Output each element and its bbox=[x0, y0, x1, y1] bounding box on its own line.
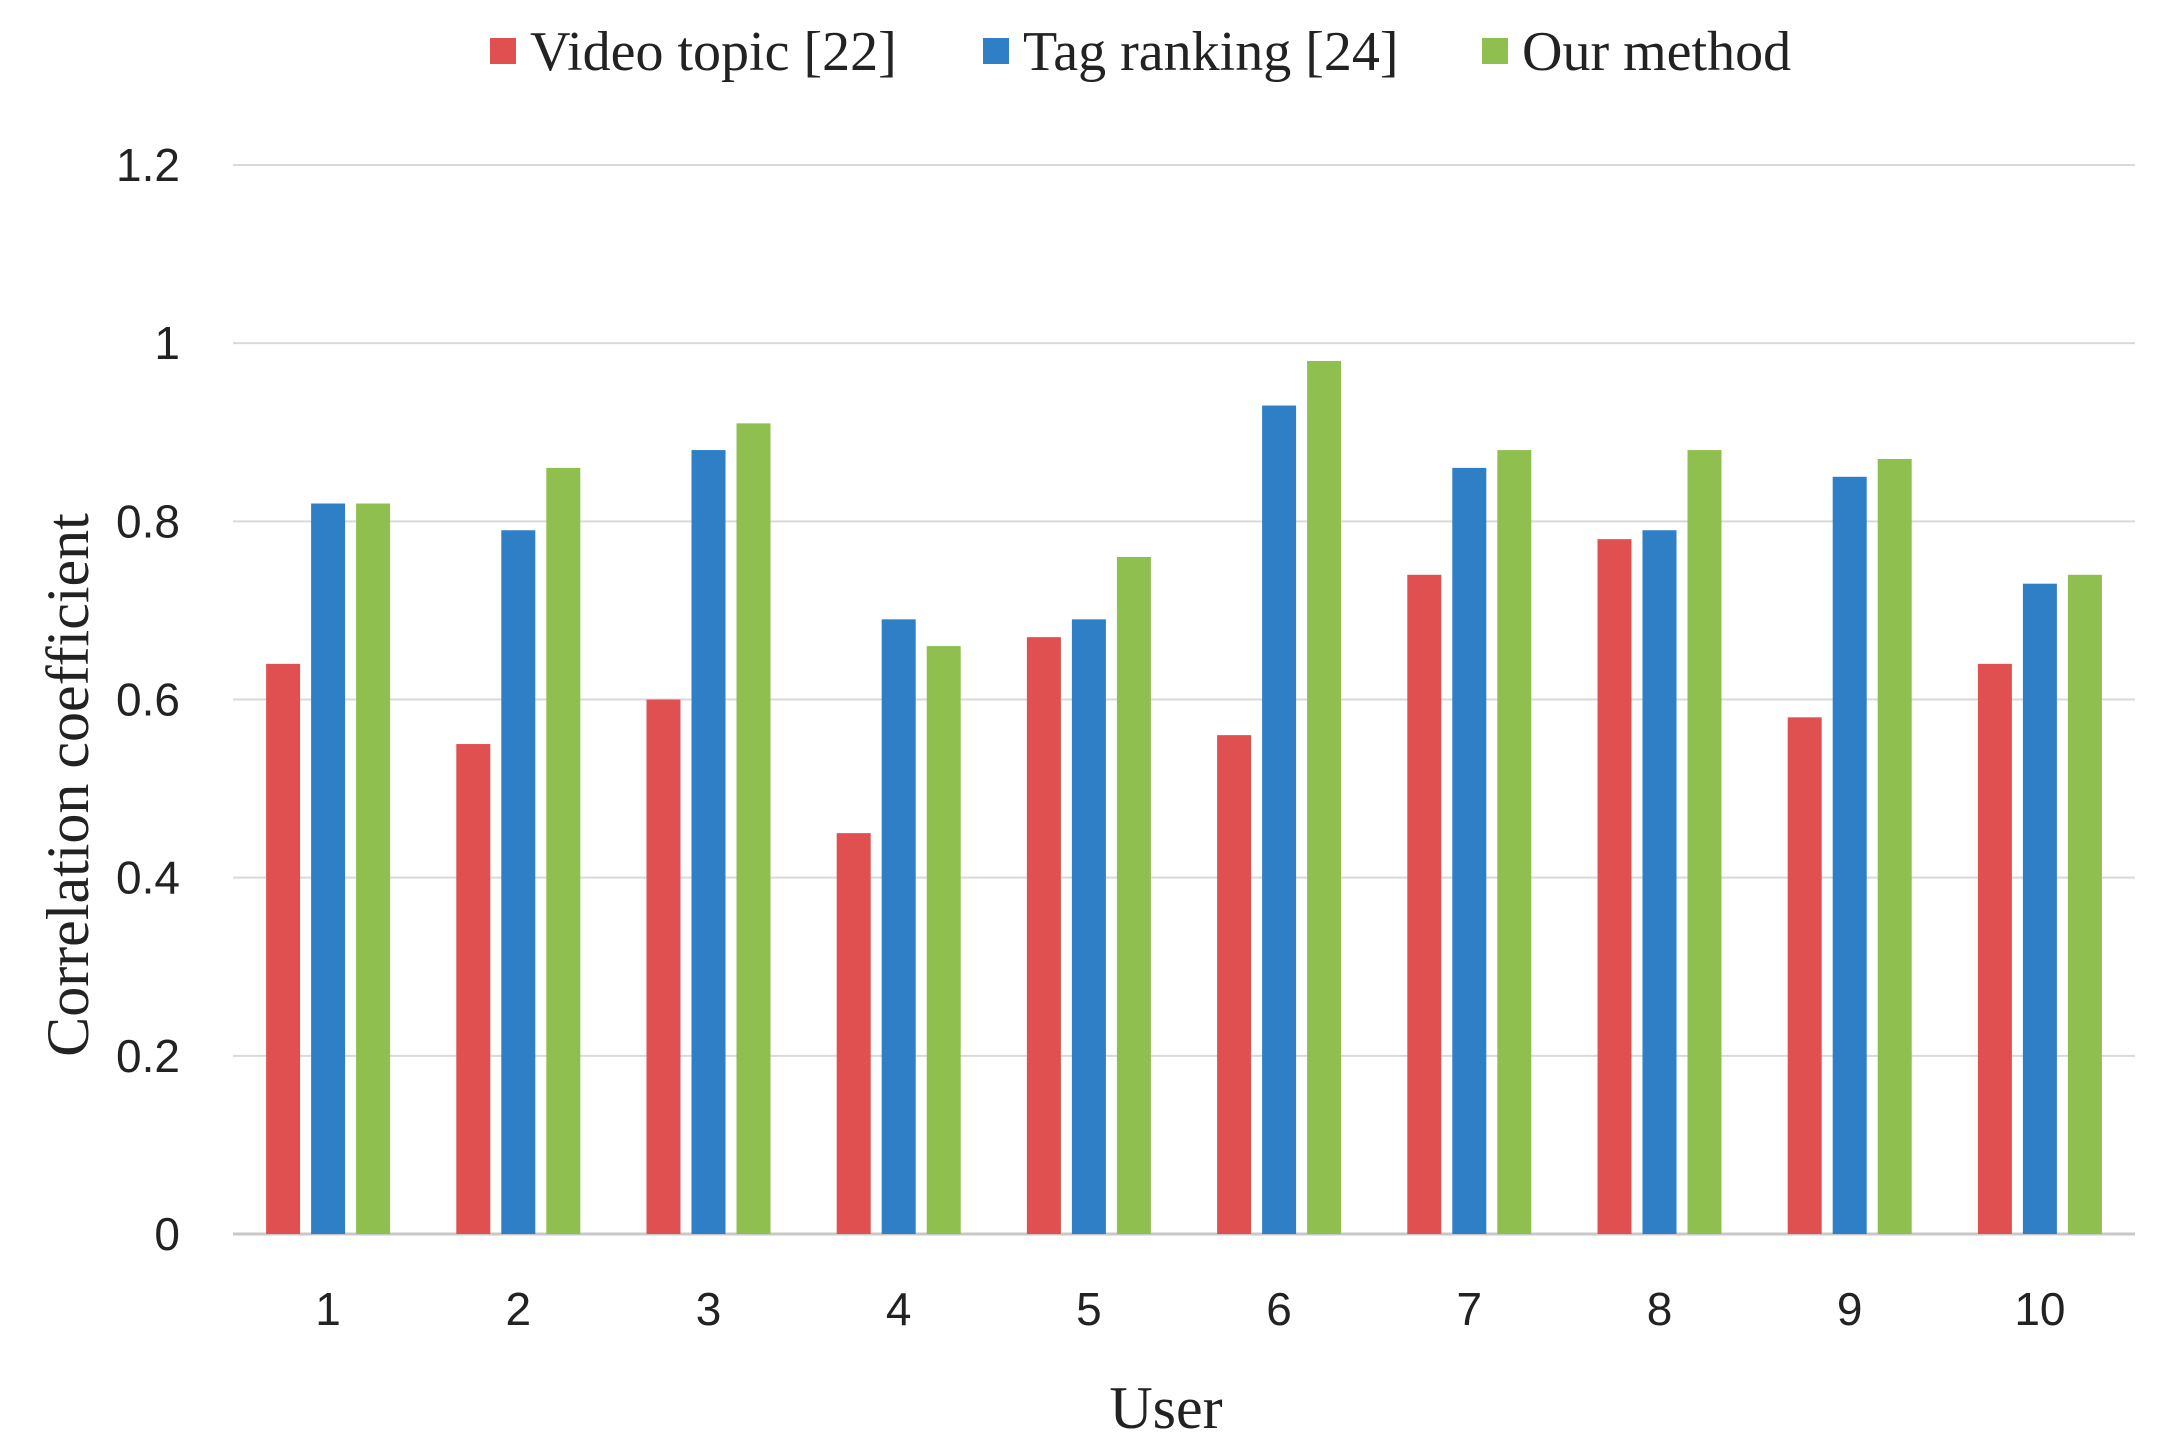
bar-tag-ranking-24-user-2 bbox=[501, 530, 536, 1234]
bar-our-method-user-4 bbox=[926, 646, 961, 1234]
bar-video-topic-22-user-4 bbox=[836, 833, 871, 1234]
bar-video-topic-22-user-6 bbox=[1217, 735, 1252, 1234]
y-axis-title: Correlation coefficient bbox=[35, 513, 101, 1057]
bar-our-method-user-5 bbox=[1116, 556, 1151, 1234]
legend-label-tag-ranking: Tag ranking [24] bbox=[1023, 21, 1399, 83]
legend-swatch-tag-ranking bbox=[983, 38, 1009, 64]
y-tick-label: 1.2 bbox=[116, 139, 180, 191]
bar-tag-ranking-24-user-4 bbox=[881, 619, 916, 1234]
bar-tag-ranking-24-user-10 bbox=[2022, 583, 2057, 1234]
legend-swatch-video-topic bbox=[490, 38, 516, 64]
bar-tag-ranking-24-user-3 bbox=[691, 450, 726, 1235]
bar-tag-ranking-24-user-7 bbox=[1452, 467, 1487, 1235]
x-axis-title: User bbox=[1109, 1375, 1222, 1441]
y-tick-labels: 0 0.2 0.4 0.6 0.8 1 1.2 bbox=[116, 139, 180, 1260]
y-tick-label: 0 bbox=[154, 1208, 180, 1260]
bar-video-topic-22-user-5 bbox=[1026, 637, 1061, 1234]
bar-tag-ranking-24-user-8 bbox=[1642, 530, 1677, 1234]
x-tick-label: 8 bbox=[1647, 1283, 1673, 1335]
bar-video-topic-22-user-10 bbox=[1977, 663, 2012, 1234]
bar-our-method-user-3 bbox=[736, 423, 771, 1234]
x-tick-label: 7 bbox=[1457, 1283, 1483, 1335]
bar-tag-ranking-24-user-6 bbox=[1262, 405, 1297, 1234]
x-tick-label: 1 bbox=[315, 1283, 341, 1335]
x-tick-label: 6 bbox=[1266, 1283, 1292, 1335]
legend: Video topic [22] Tag ranking [24] Our me… bbox=[490, 21, 1791, 83]
bar-video-topic-22-user-2 bbox=[456, 744, 491, 1234]
bars bbox=[266, 360, 2102, 1235]
bar-tag-ranking-24-user-1 bbox=[311, 503, 346, 1234]
bar-video-topic-22-user-9 bbox=[1787, 717, 1822, 1234]
x-tick-label: 4 bbox=[886, 1283, 912, 1335]
x-tick-label: 5 bbox=[1076, 1283, 1102, 1335]
y-tick-label: 0.2 bbox=[116, 1030, 180, 1082]
bar-tag-ranking-24-user-9 bbox=[1832, 476, 1867, 1235]
y-tick-label: 0.4 bbox=[116, 852, 180, 904]
bar-video-topic-22-user-8 bbox=[1597, 539, 1632, 1234]
bar-video-topic-22-user-3 bbox=[646, 699, 681, 1234]
bar-tag-ranking-24-user-5 bbox=[1071, 619, 1106, 1234]
x-tick-label: 10 bbox=[2014, 1283, 2065, 1335]
bar-our-method-user-2 bbox=[546, 467, 581, 1235]
bar-our-method-user-1 bbox=[356, 503, 391, 1234]
bar-our-method-user-7 bbox=[1497, 450, 1532, 1235]
legend-swatch-our-method bbox=[1482, 38, 1508, 64]
bar-our-method-user-8 bbox=[1687, 450, 1722, 1235]
bar-our-method-user-10 bbox=[2067, 574, 2102, 1234]
bar-video-topic-22-user-7 bbox=[1407, 574, 1442, 1234]
y-tick-label: 1 bbox=[154, 317, 180, 369]
x-tick-label: 2 bbox=[506, 1283, 532, 1335]
x-tick-label: 9 bbox=[1837, 1283, 1863, 1335]
legend-label-video-topic: Video topic [22] bbox=[530, 21, 897, 83]
bar-our-method-user-6 bbox=[1307, 360, 1342, 1234]
x-tick-labels: 1 2 3 4 5 6 7 8 9 10 bbox=[315, 1283, 2065, 1335]
y-tick-label: 0.6 bbox=[116, 674, 180, 726]
x-tick-label: 3 bbox=[696, 1283, 722, 1335]
legend-label-our-method: Our method bbox=[1522, 21, 1791, 83]
y-tick-label: 0.8 bbox=[116, 495, 180, 547]
bar-video-topic-22-user-1 bbox=[266, 663, 301, 1234]
bar-our-method-user-9 bbox=[1877, 458, 1912, 1235]
